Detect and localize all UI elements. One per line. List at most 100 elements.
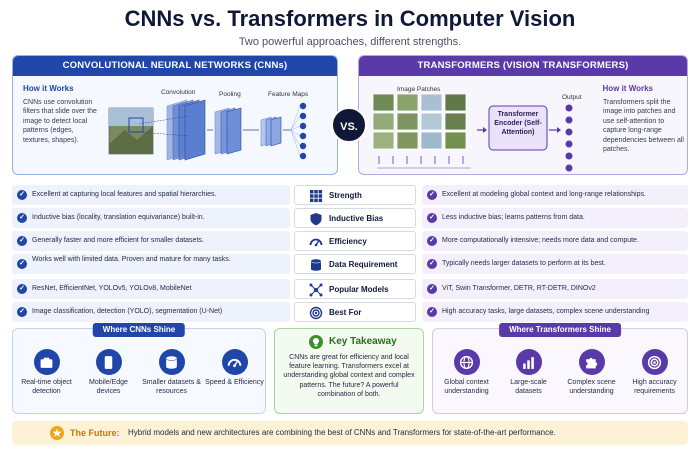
cnn-cell-text: Excellent at capturing local features an… <box>32 191 217 198</box>
speedometer-icon <box>221 349 248 375</box>
comparison-row: ✓ Works well with limited data. Proven an… <box>12 254 688 274</box>
output-tokens-icon <box>565 104 573 172</box>
cnn-shine-title: Where CNNs Shine <box>92 323 186 337</box>
image-patch <box>420 131 443 150</box>
image-patch <box>372 94 395 112</box>
transformer-how-title: How it Works <box>602 84 653 93</box>
shine-item: Speed & Efficiency <box>203 349 266 388</box>
check-icon: ✓ <box>427 236 437 246</box>
shine-item-label: Real-time object detection <box>21 379 72 395</box>
transformer-shine-title: Where Transformers Shine <box>499 323 621 337</box>
image-patches-label: Image Patches <box>397 86 441 93</box>
image-patch <box>420 112 443 131</box>
target-icon <box>309 306 323 320</box>
shine-item: Real-time object detection <box>15 349 78 396</box>
transformer-shine-panel: Where Transformers Shine Global context … <box>432 323 688 414</box>
check-icon: ✓ <box>17 190 27 200</box>
page-title: CNNs vs. Transformers in Computer Vision <box>124 6 576 31</box>
shine-item-label: Speed & Efficiency <box>205 379 264 386</box>
check-icon: ✓ <box>17 284 27 294</box>
shield-icon <box>309 212 323 226</box>
category-cell: Best For <box>294 302 416 322</box>
star-icon <box>50 426 64 440</box>
lightbulb-icon <box>309 335 323 349</box>
comparison-row: ✓ Image classification, detection (YOLO),… <box>12 302 688 322</box>
transformer-cell-text: Excellent at modeling global context and… <box>442 191 646 198</box>
category-label: Efficiency <box>329 237 367 246</box>
category-label: Best For <box>329 308 362 317</box>
network-icon <box>309 283 323 297</box>
cnn-how-text: CNNs use convolution filters that slide … <box>23 99 97 144</box>
key-takeaway-box: Key Takeaway CNNs are great for efficien… <box>274 328 424 414</box>
check-icon: ✓ <box>427 190 437 200</box>
transformer-panel-heading: TRANSFORMERS (VISION TRANSFORMERS) <box>359 56 687 76</box>
image-patch <box>420 94 443 112</box>
cnn-pipeline-diagram <box>108 99 307 161</box>
cnn-cell-text: ResNet, EfficientNet, YOLOv5, YOLOv8, Mo… <box>32 285 192 292</box>
category-cell: Data Requirement <box>294 254 416 274</box>
key-takeaway-title: Key Takeaway <box>329 336 397 347</box>
cnn-cell: ✓ Generally faster and more efficient for… <box>12 231 290 251</box>
convolution-layers-icon <box>166 99 206 161</box>
future-text: Hybrid models and new architectures are … <box>128 428 556 437</box>
shine-item-label: Smaller datasets & resources <box>142 379 201 395</box>
check-icon: ✓ <box>17 259 27 269</box>
database-icon <box>158 349 185 375</box>
phone-icon <box>95 349 122 375</box>
shine-item-label: Complex scene understanding <box>567 379 616 395</box>
future-label: The Future: <box>70 428 120 438</box>
cnn-cell-text: Image classification, detection (YOLO), … <box>32 308 223 315</box>
cnn-cell: ✓ Works well with limited data. Proven an… <box>12 254 290 274</box>
category-label: Data Requirement <box>329 260 398 269</box>
image-patch <box>396 112 419 131</box>
key-takeaway-text: CNNs are great for efficiency and local … <box>283 354 415 398</box>
shine-item: High accuracy requirements <box>623 349 686 396</box>
image-patch <box>444 112 467 131</box>
token-arrows-icon <box>377 156 471 169</box>
shine-item: Mobile/Edge devices <box>77 349 140 396</box>
cnn-cell-text: Works well with limited data. Proven and… <box>32 256 231 263</box>
category-cell: Popular Models <box>294 279 416 299</box>
check-icon: ✓ <box>427 284 437 294</box>
image-patch <box>444 131 467 150</box>
shine-item-label: High accuracy requirements <box>632 379 677 395</box>
globe-icon <box>453 349 480 375</box>
check-icon: ✓ <box>17 307 27 317</box>
shine-item: Complex scene understanding <box>560 349 623 396</box>
shine-item-label: Large-scale datasets <box>510 379 547 395</box>
cnn-cell-text: Generally faster and more efficient for … <box>32 237 204 244</box>
cnn-cell: ✓ ResNet, EfficientNet, YOLOv5, YOLOv8, M… <box>12 279 290 299</box>
vs-badge: VS. <box>331 107 367 143</box>
check-icon: ✓ <box>427 307 437 317</box>
cnn-cell-text: Inductive bias (locality, translation eq… <box>32 214 205 221</box>
output-neurons-icon <box>299 102 307 160</box>
transformer-cell: ✓ High accuracy tasks, large datasets, co… <box>422 302 688 322</box>
cnn-cell: ✓ Image classification, detection (YOLO),… <box>12 302 290 322</box>
feature-maps-label: Feature Maps <box>268 91 309 98</box>
transformer-cell: ✓ Less inductive bias; learns patterns fr… <box>422 208 688 228</box>
category-cell: Efficiency <box>294 231 416 251</box>
category-label: Inductive Bias <box>329 214 384 223</box>
transformer-how-text: Transformers split the image into patche… <box>603 99 684 154</box>
transformer-cell-text: Less inductive bias; learns patterns fro… <box>442 214 585 221</box>
feature-maps-icon <box>260 116 282 147</box>
encoder-diagram <box>477 104 573 172</box>
shine-item-label: Mobile/Edge devices <box>89 379 128 395</box>
database-icon <box>309 258 323 272</box>
comparison-row: ✓ Excellent at capturing local features a… <box>12 185 688 205</box>
transformer-cell-text: More computationally intensive; needs mo… <box>442 237 639 244</box>
check-icon: ✓ <box>17 213 27 223</box>
page-subtitle: Two powerful approaches, different stren… <box>238 36 462 48</box>
transformer-cell-text: Typically needs larger datasets to perfo… <box>442 260 606 267</box>
shine-item-label: Global context understanding <box>444 379 489 395</box>
comparison-row: ✓ ResNet, EfficientNet, YOLOv5, YOLOv8, M… <box>12 279 688 299</box>
cnn-panel: CONVOLUTIONAL NEURAL NETWORKS (CNNs) How… <box>12 55 338 175</box>
image-patch <box>372 131 395 150</box>
cnn-how-title: How it Works <box>23 84 74 93</box>
convolution-label: Convolution <box>161 89 196 96</box>
check-icon: ✓ <box>427 213 437 223</box>
encoder-label: Transformer Encoder (Self-Attention) <box>494 111 542 136</box>
category-label: Strength <box>329 191 362 200</box>
check-icon: ✓ <box>427 259 437 269</box>
transformer-cell: ✓ Typically needs larger datasets to perf… <box>422 254 688 274</box>
